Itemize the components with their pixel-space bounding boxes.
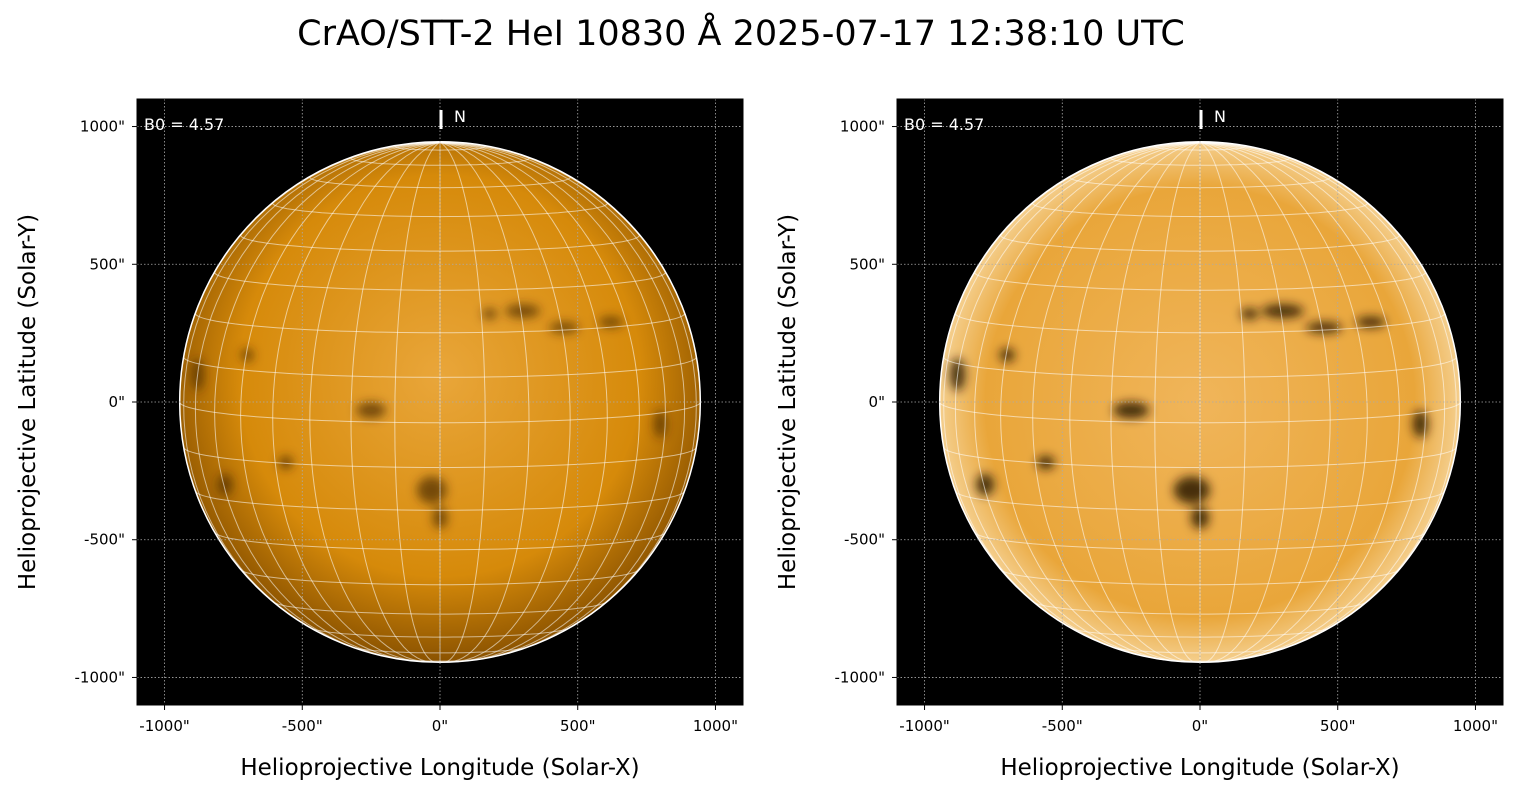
dark-filament [1112, 402, 1150, 419]
y-tick-label: 1000" [80, 118, 125, 136]
longitude-line [439, 142, 486, 663]
dark-filament [1240, 308, 1259, 320]
dark-filament [1305, 322, 1343, 334]
y-tick-label: 1000" [840, 118, 885, 136]
longitude-line [1199, 142, 1290, 663]
y-axis-label: Helioprojective Latitude (Solar-Y) [15, 214, 41, 590]
plot-frame [136, 98, 744, 706]
x-tick-label: -500" [282, 717, 323, 735]
b0-annotation: B0 = 4.57 [904, 115, 984, 134]
x-tick-label: 500" [560, 717, 596, 735]
y-tick-label: 0" [109, 393, 125, 411]
y-tick-label: -500" [84, 531, 125, 549]
longitude-line [439, 142, 608, 663]
dark-filament [1261, 304, 1304, 318]
dark-features [950, 304, 1428, 529]
dark-filament [999, 348, 1015, 363]
longitude-line [394, 142, 441, 663]
longitude-line [194, 142, 441, 658]
longitude-line [350, 142, 441, 663]
y-axis-label: Helioprojective Latitude (Solar-Y) [775, 214, 801, 590]
longitude-line [439, 142, 530, 663]
longitude-line [1154, 142, 1201, 663]
dark-filament [240, 348, 254, 363]
longitude-line [439, 142, 666, 661]
longitude-line [183, 142, 441, 641]
x-tick-label: -1000" [139, 717, 190, 735]
longitude-line [1199, 142, 1400, 661]
y-tick-label: 0" [869, 393, 885, 411]
x-tick-label: 1000" [1453, 717, 1498, 735]
dark-filament [482, 308, 498, 320]
longitude-line [974, 142, 1201, 661]
longitude-line [439, 142, 686, 658]
longitude-line [1069, 142, 1201, 663]
b0-annotation: B0 = 4.57 [144, 115, 224, 134]
longitude-line [1199, 142, 1426, 661]
x-axis-label: Helioprojective Longitude (Solar-X) [1000, 755, 1399, 781]
longitude-line [439, 142, 697, 641]
longitude-line [1199, 142, 1457, 641]
dark-filament [356, 402, 386, 419]
longitude-line [1199, 142, 1246, 663]
dark-features [191, 304, 667, 529]
dark-filament [416, 476, 447, 504]
north-label: N [454, 107, 466, 126]
plot-panel-left: -1000" -500" 0" 500" 1000" -1000" -500" 0" 500" 1… [15, 98, 744, 781]
longitude-line [1199, 142, 1368, 663]
north-label: N [1214, 107, 1226, 126]
longitude-line [214, 142, 441, 661]
longitude-line [1110, 142, 1201, 663]
dark-filament [505, 304, 540, 318]
x-tick-label: 0" [1192, 717, 1208, 735]
dark-filament [598, 316, 624, 328]
x-axis-label: Helioprojective Longitude (Solar-X) [240, 755, 639, 781]
x-tick-label: 500" [1320, 717, 1356, 735]
longitude-line [1000, 142, 1201, 661]
plot-panel-right: -1000" -500" 0" 500" 1000" -1000" -500" 0" 500" 1… [775, 98, 1504, 781]
longitude-line [439, 142, 640, 661]
longitude-line [240, 142, 441, 661]
dark-filament [1412, 410, 1428, 438]
dark-filament [976, 473, 995, 496]
figure-title: CrAO/STT-2 HeI 10830 Å 2025-07-17 12:38:… [297, 14, 1185, 54]
x-tick-label: -1000" [899, 717, 950, 735]
longitude-line [1032, 142, 1201, 663]
dark-filament [278, 455, 294, 470]
y-tick-label: -1000" [835, 668, 886, 686]
longitude-line [1199, 142, 1331, 663]
dark-filament [549, 322, 579, 334]
y-tick-label: -1000" [75, 668, 126, 686]
dark-filament [217, 473, 233, 496]
y-tick-label: -500" [844, 531, 885, 549]
x-tick-label: -500" [1042, 717, 1083, 735]
x-tick-label: 1000" [693, 717, 738, 735]
longitude-line [954, 142, 1201, 658]
plot-frame [896, 98, 1504, 706]
longitude-line [439, 142, 571, 663]
dark-filament [1355, 316, 1386, 328]
dark-filament [654, 410, 667, 438]
longitude-line [943, 142, 1201, 641]
longitude-line [1199, 142, 1446, 658]
y-tick-label: 500" [89, 255, 125, 273]
longitude-line [272, 142, 441, 663]
x-tick-label: 0" [432, 717, 448, 735]
dark-filament [1036, 455, 1055, 470]
dark-filament [1173, 476, 1210, 504]
longitude-line [309, 142, 441, 663]
y-tick-label: 500" [849, 255, 885, 273]
